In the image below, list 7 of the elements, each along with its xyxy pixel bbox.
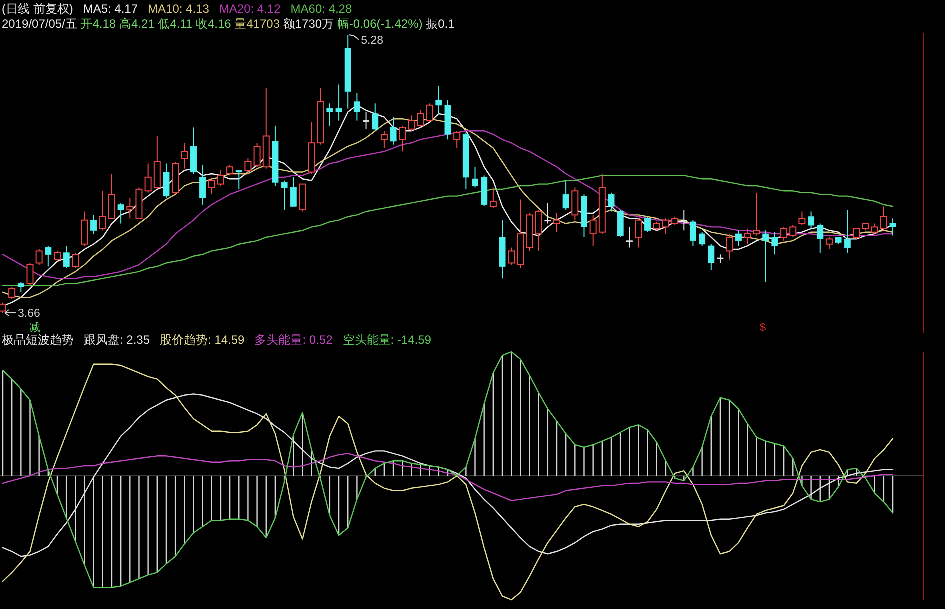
annotation: 5.28 [361, 35, 384, 47]
title: (日线 前复权) [2, 2, 74, 16]
title: 极品短波趋势 [2, 333, 74, 347]
series-names: MA5: 4.17 MA10: 4.13 MA20: 4.12 MA60: 4.28 [83, 2, 352, 16]
subtitle: 2019/07/05/五 开4.18 高4.21 低4.11 收4.16 量41703 额1730万 幅-0.06(-1.42%) 振0.1 [2, 17, 455, 31]
annotation: 3.66 [18, 308, 40, 320]
series-names: 跟风盘: 2.35 股价趋势: 14.59 多头能量: 0.52 空头能量: -14.59 [84, 333, 432, 347]
